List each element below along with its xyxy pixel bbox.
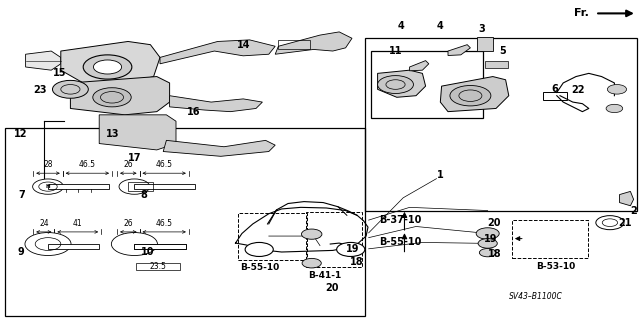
- Text: H: H: [45, 184, 50, 189]
- Polygon shape: [70, 77, 170, 115]
- Text: 41: 41: [73, 219, 83, 228]
- Text: Fr.: Fr.: [574, 8, 589, 18]
- Circle shape: [378, 76, 413, 93]
- Text: 15: 15: [53, 68, 67, 78]
- Text: 17: 17: [128, 153, 141, 163]
- Text: 46.5: 46.5: [79, 160, 96, 169]
- Polygon shape: [26, 51, 61, 70]
- Bar: [477, 37, 493, 51]
- Circle shape: [476, 228, 499, 239]
- Circle shape: [93, 60, 122, 74]
- Text: B-37-10: B-37-10: [379, 215, 421, 225]
- Bar: [134, 244, 186, 249]
- Text: 5: 5: [499, 46, 506, 56]
- Text: 7: 7: [18, 189, 25, 200]
- Text: 19: 19: [346, 244, 359, 254]
- Text: 4: 4: [398, 20, 405, 31]
- Circle shape: [93, 88, 131, 107]
- Bar: [5, 128, 365, 316]
- Bar: [134, 244, 186, 249]
- Text: 46.5: 46.5: [156, 219, 173, 228]
- Polygon shape: [275, 32, 352, 54]
- Circle shape: [33, 179, 63, 194]
- Text: 23: 23: [33, 85, 47, 95]
- Circle shape: [83, 55, 132, 79]
- Polygon shape: [620, 191, 634, 206]
- Circle shape: [301, 229, 322, 239]
- Text: 28: 28: [44, 160, 52, 169]
- Bar: [48, 184, 109, 189]
- Text: 9: 9: [18, 247, 25, 257]
- Text: B-55-10: B-55-10: [240, 263, 279, 272]
- Text: 14: 14: [237, 40, 250, 50]
- Bar: [485, 61, 508, 68]
- Text: 6: 6: [552, 84, 559, 94]
- Polygon shape: [410, 61, 429, 71]
- Polygon shape: [99, 115, 176, 150]
- Text: SV43–B1100C: SV43–B1100C: [509, 292, 563, 301]
- Circle shape: [450, 85, 491, 106]
- Circle shape: [607, 85, 627, 94]
- Text: 23.5: 23.5: [150, 262, 166, 271]
- Bar: [371, 51, 483, 118]
- Text: 2: 2: [630, 205, 637, 216]
- Text: 11: 11: [388, 46, 402, 56]
- Circle shape: [606, 104, 623, 113]
- Text: 12: 12: [14, 129, 28, 139]
- Text: 22: 22: [571, 85, 584, 95]
- Bar: [278, 40, 310, 49]
- Text: 13: 13: [106, 129, 119, 139]
- Polygon shape: [170, 96, 262, 112]
- Circle shape: [119, 179, 150, 194]
- Circle shape: [111, 233, 157, 256]
- Text: 24: 24: [39, 219, 49, 228]
- Bar: [543, 92, 567, 100]
- Bar: [238, 213, 307, 260]
- Bar: [134, 184, 195, 189]
- Polygon shape: [61, 41, 160, 83]
- Text: B-41-1: B-41-1: [308, 271, 342, 279]
- Polygon shape: [440, 77, 509, 112]
- Text: 21: 21: [618, 218, 632, 228]
- Circle shape: [52, 80, 88, 98]
- Text: 46.5: 46.5: [156, 160, 173, 169]
- Text: 3: 3: [479, 24, 486, 34]
- Text: 20: 20: [488, 218, 501, 228]
- Text: 18: 18: [488, 249, 501, 259]
- Circle shape: [25, 233, 71, 256]
- Bar: [365, 38, 637, 211]
- Text: 18: 18: [349, 257, 363, 267]
- Polygon shape: [378, 70, 426, 97]
- Polygon shape: [160, 40, 275, 64]
- Text: 4: 4: [436, 20, 444, 31]
- Circle shape: [337, 242, 365, 256]
- Bar: [306, 212, 362, 267]
- Text: 26: 26: [124, 160, 133, 169]
- Circle shape: [479, 249, 496, 257]
- Text: B-53-10: B-53-10: [536, 262, 575, 271]
- Text: 10: 10: [141, 247, 154, 257]
- Circle shape: [302, 258, 321, 268]
- Text: B-55-10: B-55-10: [379, 237, 421, 247]
- Text: 19: 19: [484, 234, 497, 244]
- Text: 8: 8: [141, 189, 148, 200]
- Bar: [512, 220, 588, 258]
- Text: 26: 26: [124, 219, 133, 228]
- Bar: [128, 182, 153, 191]
- Bar: [136, 263, 180, 270]
- Polygon shape: [448, 45, 470, 56]
- Polygon shape: [163, 140, 275, 156]
- Bar: [48, 244, 99, 249]
- Text: 20: 20: [325, 283, 339, 293]
- Circle shape: [245, 242, 273, 256]
- Text: 1: 1: [436, 170, 444, 181]
- Text: 16: 16: [187, 107, 200, 117]
- Circle shape: [478, 239, 497, 248]
